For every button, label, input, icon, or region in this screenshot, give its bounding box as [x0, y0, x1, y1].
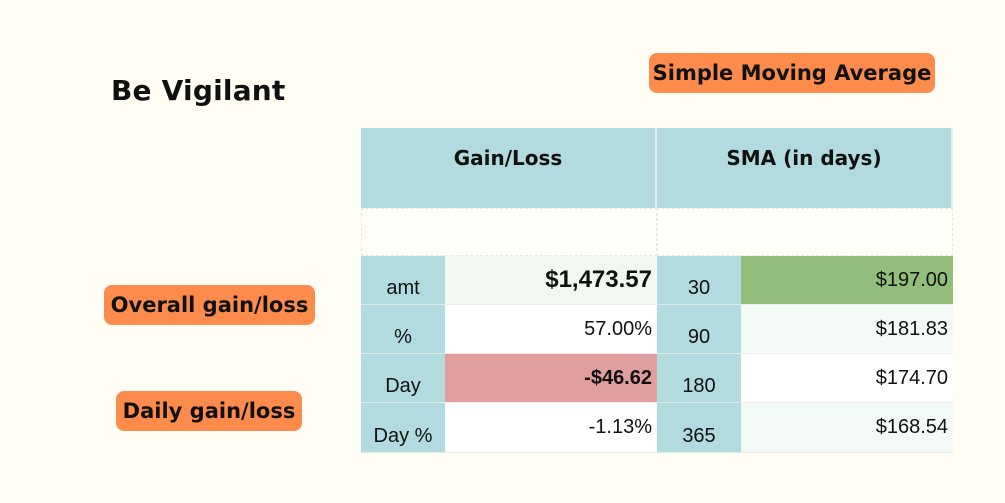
gain-loss-amt-value: $1,473.57 — [445, 256, 657, 305]
spacer-cell — [657, 208, 953, 256]
gain-loss-day-value: -$46.62 — [445, 354, 657, 403]
gain-loss-day-percent-value: -1.13% — [445, 403, 657, 453]
sma-365-value: $168.54 — [741, 403, 953, 453]
sma-header: SMA (in days) — [657, 128, 953, 208]
sma-days-30: 30 — [657, 256, 741, 305]
sma-180-value: $174.70 — [741, 354, 953, 403]
sma-30-value: $197.00 — [741, 256, 953, 305]
sma-days-365: 365 — [657, 403, 741, 453]
row-label-amt: amt — [361, 256, 445, 305]
stats-table: Gain/Loss SMA (in days) amt $1,473.57 30… — [361, 128, 953, 453]
page-title: Be Vigilant — [111, 74, 286, 107]
sma-callout: Simple Moving Average — [649, 53, 935, 93]
sma-days-180: 180 — [657, 354, 741, 403]
sma-90-value: $181.83 — [741, 305, 953, 354]
row-label-day-percent: Day % — [361, 403, 445, 453]
spacer-cell — [361, 208, 657, 256]
row-label-day: Day — [361, 354, 445, 403]
sma-days-90: 90 — [657, 305, 741, 354]
gain-loss-header: Gain/Loss — [361, 128, 657, 208]
daily-gain-loss-callout: Daily gain/loss — [116, 391, 302, 431]
overall-gain-loss-callout: Overall gain/loss — [104, 285, 315, 325]
gain-loss-percent-value: 57.00% — [445, 305, 657, 354]
row-label-percent: % — [361, 305, 445, 354]
